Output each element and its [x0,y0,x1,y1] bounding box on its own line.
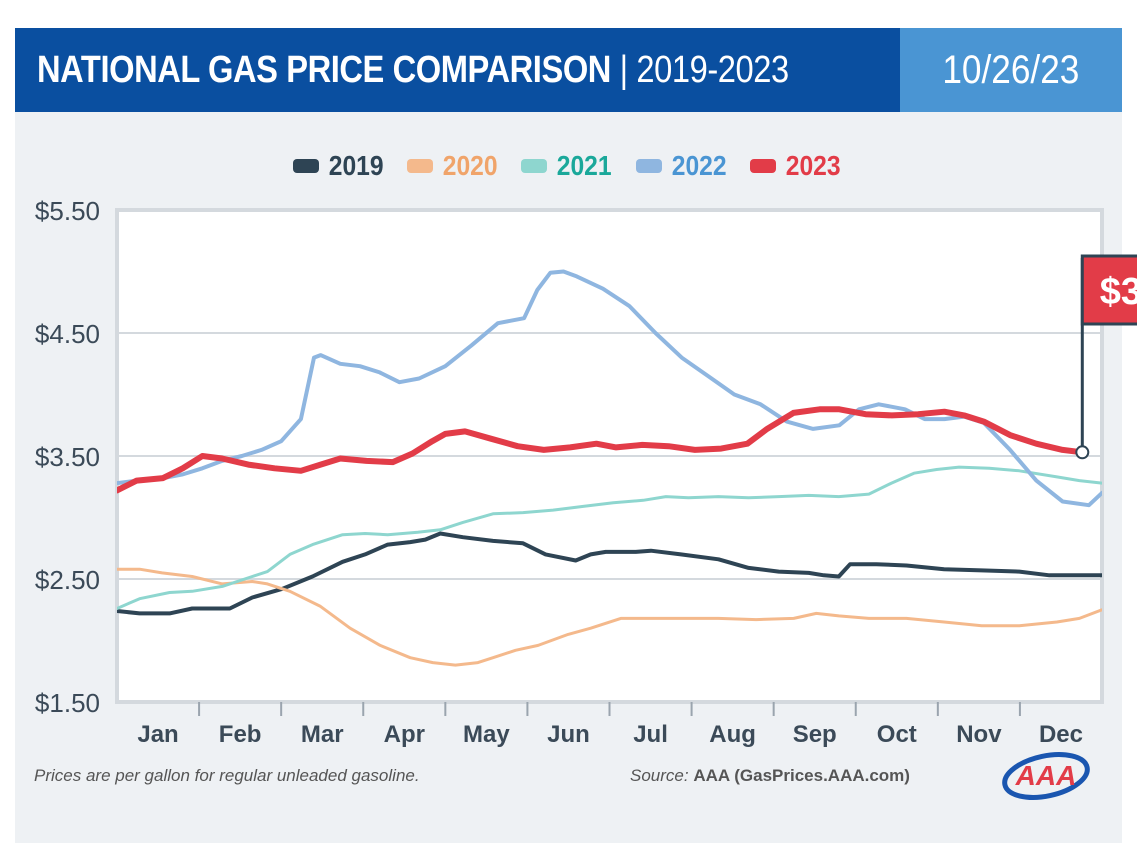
series-line-2020 [117,567,1102,667]
series-line-2021 [117,465,1102,610]
legend-item-2019: 2019 [292,149,387,183]
y-tick-label: $5.50 [35,196,100,226]
source-credit: Source: AAA (GasPrices.AAA.com) [630,766,910,786]
x-tick-label: Jul [633,721,668,748]
legend-item-2020: 2020 [407,149,501,183]
x-tick-label: Sep [793,721,837,748]
x-tick-label: Apr [384,721,425,748]
x-tick-label: May [463,721,510,748]
x-tick-label: Jan [137,721,178,748]
x-tick-label: Aug [709,721,756,748]
legend-label: 2022 [671,150,727,182]
y-tick-label: $2.50 [35,565,100,595]
series-line-2019 [117,531,1102,616]
legend-item-2021: 2021 [521,149,615,183]
x-tick-label: Dec [1039,721,1083,748]
legend-item-2023: 2023 [749,149,844,183]
source-prefix: Source: [630,766,694,785]
callout-box [1080,254,1137,326]
title-main: NATIONAL GAS PRICE COMPARISON [37,49,611,91]
aaa-logo: AAA [1002,752,1090,800]
y-tick-label: $1.50 [35,688,100,718]
legend-label: 2019 [328,150,384,182]
x-tick-label: Jun [547,721,590,748]
svg-text:AAA: AAA [1015,760,1077,791]
x-tick-label: Feb [219,721,262,748]
header-bar: NATIONAL GAS PRICE COMPARISON | 2019-202… [15,28,1122,112]
title-separator: | [610,49,637,91]
x-tick-label: Nov [956,721,1002,748]
legend-swatch [292,159,319,174]
legend-swatch [635,159,662,174]
legend-item-2022: 2022 [635,149,730,183]
legend-label: 2020 [442,150,498,182]
series-line-2023 [117,406,1086,494]
chart-legend: 2019 2020 2021 2022 2023 [15,148,1122,182]
y-tick-label: $3.50 [35,442,100,472]
legend-swatch [749,159,776,174]
series-line-2022 [117,269,1102,508]
footnote: Prices are per gallon for regular unlead… [34,766,420,785]
y-tick-label: $4.50 [35,319,100,349]
x-tick-label: Mar [301,721,344,748]
legend-swatch [407,159,434,174]
source-name: AAA (GasPrices.AAA.com) [693,766,910,785]
date-badge: 10/26/23 [900,28,1122,112]
callout-label: $3.53 [1100,271,1137,313]
title-years: 2019-2023 [636,49,789,91]
legend-label: 2021 [557,150,612,182]
date-label: 10/26/23 [942,48,1080,92]
x-tick-label: Oct [877,721,917,748]
callout-point [1075,445,1090,460]
legend-label: 2023 [785,150,841,182]
legend-swatch [521,159,548,174]
page-title: NATIONAL GAS PRICE COMPARISON | 2019-202… [37,40,789,100]
